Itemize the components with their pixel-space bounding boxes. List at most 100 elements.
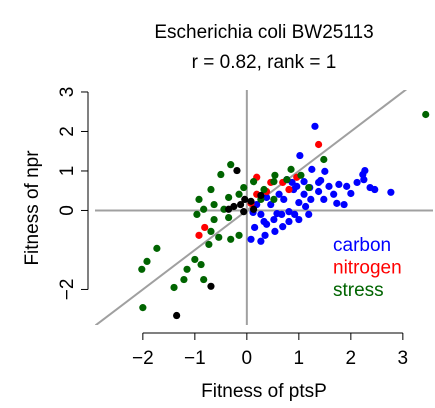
- point: [340, 200, 348, 209]
- point: [270, 195, 278, 204]
- point: [300, 178, 308, 186]
- point: [193, 210, 201, 219]
- legend-entry: stress: [333, 280, 384, 301]
- point: [205, 240, 213, 249]
- point: [207, 185, 215, 194]
- point: [201, 223, 209, 232]
- point: [371, 185, 379, 194]
- point: [260, 217, 268, 226]
- point: [279, 223, 287, 231]
- point: [225, 213, 233, 222]
- point: [302, 202, 310, 211]
- point: [361, 166, 369, 175]
- point: [305, 210, 313, 219]
- point: [210, 200, 218, 209]
- point: [315, 187, 323, 196]
- point: [247, 197, 255, 205]
- point: [271, 227, 279, 235]
- point: [311, 122, 319, 130]
- point: [153, 244, 161, 252]
- point: [261, 231, 269, 239]
- point: [387, 188, 395, 196]
- point: [300, 190, 308, 198]
- point: [285, 185, 293, 194]
- point: [293, 182, 301, 190]
- point: [296, 151, 304, 160]
- point: [275, 190, 283, 198]
- y-tick-label: 1: [57, 166, 78, 177]
- point: [207, 282, 215, 290]
- point: [315, 178, 323, 187]
- x-tick-label: 2: [346, 348, 357, 369]
- point: [285, 208, 293, 216]
- point: [257, 210, 265, 219]
- point: [180, 275, 188, 284]
- point: [195, 231, 203, 239]
- point: [335, 180, 343, 188]
- point: [207, 227, 215, 235]
- point: [200, 275, 208, 284]
- point: [250, 178, 258, 186]
- point: [225, 205, 233, 213]
- point: [227, 161, 235, 169]
- point: [247, 235, 255, 243]
- point: [321, 167, 329, 175]
- point: [237, 200, 245, 209]
- point: [353, 178, 361, 187]
- x-tick-label: −2: [132, 348, 154, 369]
- point: [257, 237, 265, 245]
- chart-title: Escherichia coli BW25113: [154, 22, 373, 43]
- point: [360, 176, 368, 184]
- point: [308, 165, 316, 173]
- point: [195, 195, 203, 204]
- y-tick-label: 0: [57, 205, 78, 216]
- point: [320, 155, 328, 164]
- legend-entry: nitrogen: [333, 258, 402, 279]
- point: [307, 195, 315, 204]
- point: [217, 170, 225, 179]
- point: [241, 195, 249, 204]
- point: [330, 190, 338, 198]
- legend-entry: carbon: [333, 235, 391, 256]
- point: [139, 304, 147, 312]
- point: [295, 215, 303, 224]
- point: [240, 183, 248, 192]
- point: [291, 210, 299, 219]
- point: [191, 255, 199, 264]
- point: [270, 215, 278, 224]
- point: [197, 260, 205, 269]
- x-tick-label: 0: [242, 348, 253, 369]
- point: [138, 265, 146, 273]
- point: [257, 191, 265, 200]
- point: [333, 199, 341, 207]
- point: [225, 193, 233, 202]
- point: [173, 311, 181, 320]
- point: [170, 283, 178, 292]
- x-tick-label: 3: [398, 348, 409, 369]
- x-tick-label: −1: [184, 348, 206, 369]
- y-tick-label: −2: [57, 279, 78, 301]
- point: [210, 215, 218, 224]
- point: [422, 110, 430, 119]
- point: [235, 190, 243, 198]
- point: [200, 205, 208, 213]
- point: [233, 166, 241, 175]
- point: [240, 208, 248, 216]
- point: [295, 198, 303, 207]
- point: [215, 233, 223, 241]
- x-axis-label: Fitness of ptsP: [201, 381, 327, 402]
- point: [280, 195, 288, 204]
- point: [285, 217, 293, 226]
- point: [283, 176, 291, 184]
- chart-subtitle: r = 0.82, rank = 1: [192, 52, 337, 73]
- x-tick-label: 1: [294, 348, 305, 369]
- point: [263, 193, 271, 202]
- axes: −2 −1 0 1 2 3 −2 0 1 2 3: [57, 87, 408, 369]
- point: [271, 171, 279, 179]
- y-tick-label: 3: [57, 87, 78, 98]
- point: [270, 178, 278, 186]
- point: [251, 223, 259, 232]
- point: [278, 210, 286, 219]
- point: [305, 183, 313, 192]
